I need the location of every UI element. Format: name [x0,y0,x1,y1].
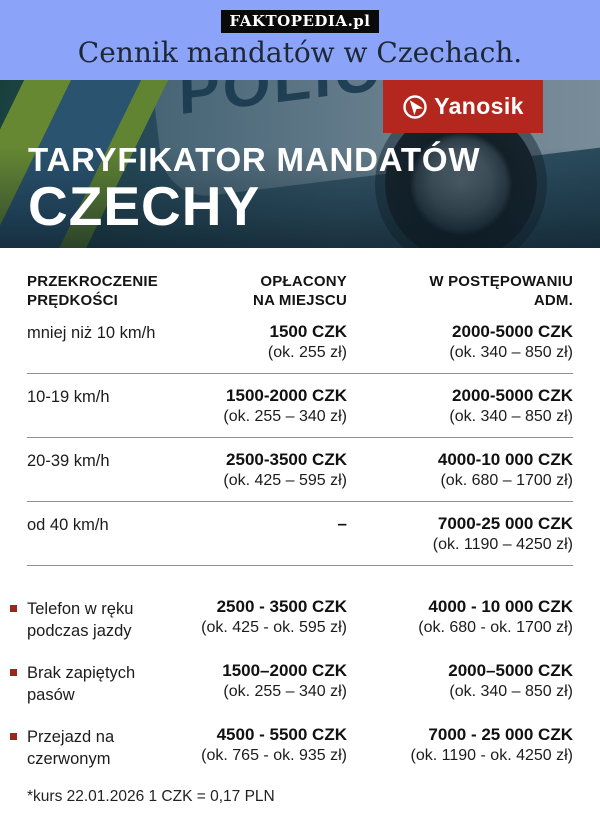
row-admin: 2000-5000 CZK (ok. 340 – 850 zł) [449,386,573,425]
row-on-spot: 4500 - 5500 CZK (ok. 765 - ok. 935 zł) [201,725,347,764]
hero-heading-line1: TARYFIKATOR MANDATÓW [28,141,481,178]
fines-table: PRZEKROCZENIE PRĘDKOŚCI OPŁACONY NA MIEJ… [0,272,600,806]
row-label: Przejazd na czerwonym [10,724,177,770]
row-on-spot: 1500-2000 CZK (ok. 255 – 340 zł) [223,386,347,425]
table-row: Przejazd na czerwonym 4500 - 5500 CZK (o… [10,724,573,770]
table-row: od 40 km/h – 7000-25 000 CZK (ok. 1190 –… [27,502,573,566]
header-paid-on-spot: OPŁACONY NA MIEJSCU [253,273,347,309]
row-admin: 4000 - 10 000 CZK (ok. 680 - ok. 1700 zł… [418,597,573,636]
yanosik-arrow-icon [402,94,428,120]
row-on-spot: 1500–2000 CZK (ok. 255 – 340 zł) [222,661,347,700]
yanosik-brand-label: Yanosik [434,93,524,119]
offense-rows: Telefon w ręku podczas jazdy 2500 - 3500… [10,596,573,770]
yanosik-badge: Yanosik [383,80,543,133]
table-row: 10-19 km/h 1500-2000 CZK (ok. 255 – 340 … [27,374,573,438]
red-square-bullet [10,733,17,740]
row-label: od 40 km/h [27,516,109,534]
red-square-bullet [10,605,17,612]
table-header-row: PRZEKROCZENIE PRĘDKOŚCI OPŁACONY NA MIEJ… [27,272,573,310]
table-row: 20-39 km/h 2500-3500 CZK (ok. 425 – 595 … [27,438,573,502]
page-title: Cennik mandatów w Czechach. [77,36,523,69]
top-banner: FAKTOPEDIA.pl Cennik mandatów w Czechach… [0,0,600,80]
table-row: Telefon w ręku podczas jazdy 2500 - 3500… [10,596,573,642]
row-admin: 7000-25 000 CZK (ok. 1190 – 4250 zł) [432,514,573,553]
row-label: Telefon w ręku podczas jazdy [10,596,177,642]
table-row: Brak zapiętych pasów 1500–2000 CZK (ok. … [10,660,573,706]
faktopedia-logo: FAKTOPEDIA.pl [220,10,380,33]
row-admin: 4000-10 000 CZK (ok. 680 – 1700 zł) [437,450,573,489]
hero-photo: POLICIE Yanosik TARYFIKATOR MANDATÓW CZE… [0,80,600,248]
row-on-spot: 2500 - 3500 CZK (ok. 425 - ok. 595 zł) [201,597,347,636]
exchange-rate-note: *kurs 22.01.2026 1 CZK = 0,17 PLN [27,788,275,805]
row-label: mniej niż 10 km/h [27,324,156,342]
table-row: mniej niż 10 km/h 1500 CZK (ok. 255 zł) … [27,310,573,374]
row-label: 20-39 km/h [27,452,110,470]
row-label: Brak zapiętych pasów [10,660,177,706]
hero-heading-line2: CZECHY [28,175,261,237]
row-admin: 2000-5000 CZK (ok. 340 – 850 zł) [449,322,573,361]
row-on-spot: – [337,514,347,533]
red-square-bullet [10,669,17,676]
header-admin-proceedings: W POSTĘPOWANIU ADM. [429,273,573,309]
header-speeding: PRZEKROCZENIE PRĘDKOŚCI [27,273,158,309]
row-on-spot: 2500-3500 CZK (ok. 425 – 595 zł) [223,450,347,489]
hero-heading: TARYFIKATOR MANDATÓW CZECHY [28,140,481,237]
row-admin: 7000 - 25 000 CZK (ok. 1190 - ok. 4250 z… [410,725,573,764]
row-admin: 2000–5000 CZK (ok. 340 – 850 zł) [448,661,573,700]
row-on-spot: 1500 CZK (ok. 255 zł) [267,322,347,361]
row-label: 10-19 km/h [27,388,110,406]
